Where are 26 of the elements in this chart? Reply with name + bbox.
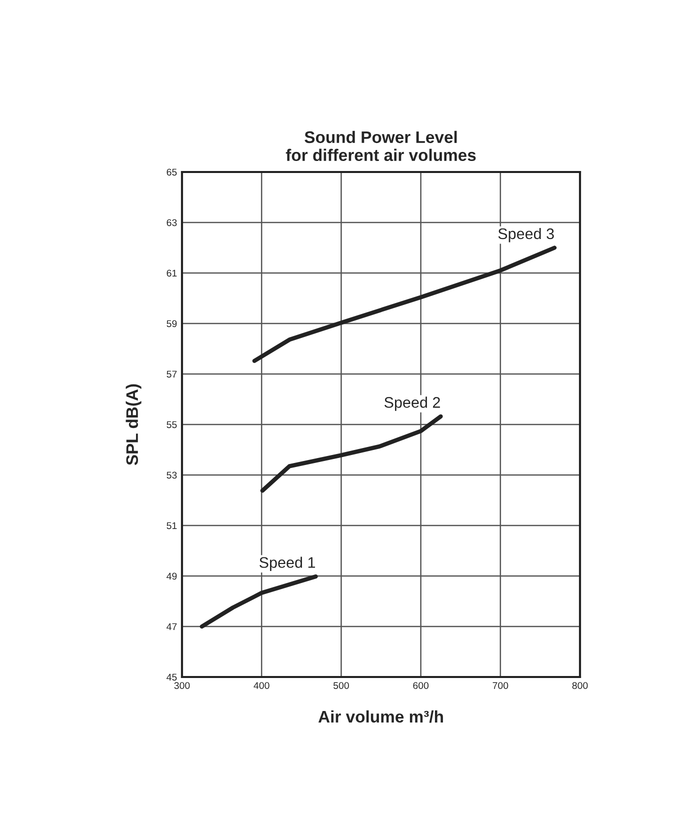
annotation: Speed 3 <box>498 228 554 242</box>
line-series <box>260 414 443 493</box>
line-series <box>200 574 318 629</box>
x-tick-label: 700 <box>492 682 508 689</box>
x-tick-label: 600 <box>413 682 429 689</box>
y-axis-title: SPL dB(A) <box>126 384 142 466</box>
y-tick-label: 55 <box>166 421 177 428</box>
chart-title: Sound Power Level for different air volumes <box>286 130 476 162</box>
x-tick-label: 300 <box>174 682 190 689</box>
y-tick-label: 63 <box>166 219 177 226</box>
y-tick-label: 65 <box>166 168 177 176</box>
y-tick-label: 51 <box>166 522 177 530</box>
annotation: Speed 1 <box>260 556 315 571</box>
y-tick-label: 47 <box>166 623 177 630</box>
y-tick-label: 53 <box>166 472 177 479</box>
x-axis-title: Air volume m³/h <box>318 710 443 723</box>
x-tick-label: 800 <box>572 682 588 689</box>
line-series <box>252 246 557 363</box>
x-tick-label: 500 <box>333 682 349 689</box>
annotation: Speed 2 <box>384 396 440 411</box>
y-tick-label: 45 <box>166 674 177 681</box>
y-tick-label: 61 <box>166 270 177 277</box>
y-tick-label: 59 <box>166 320 177 328</box>
x-tick-label: 400 <box>254 682 270 689</box>
y-tick-label: 57 <box>166 370 177 378</box>
y-tick-label: 49 <box>166 572 177 580</box>
